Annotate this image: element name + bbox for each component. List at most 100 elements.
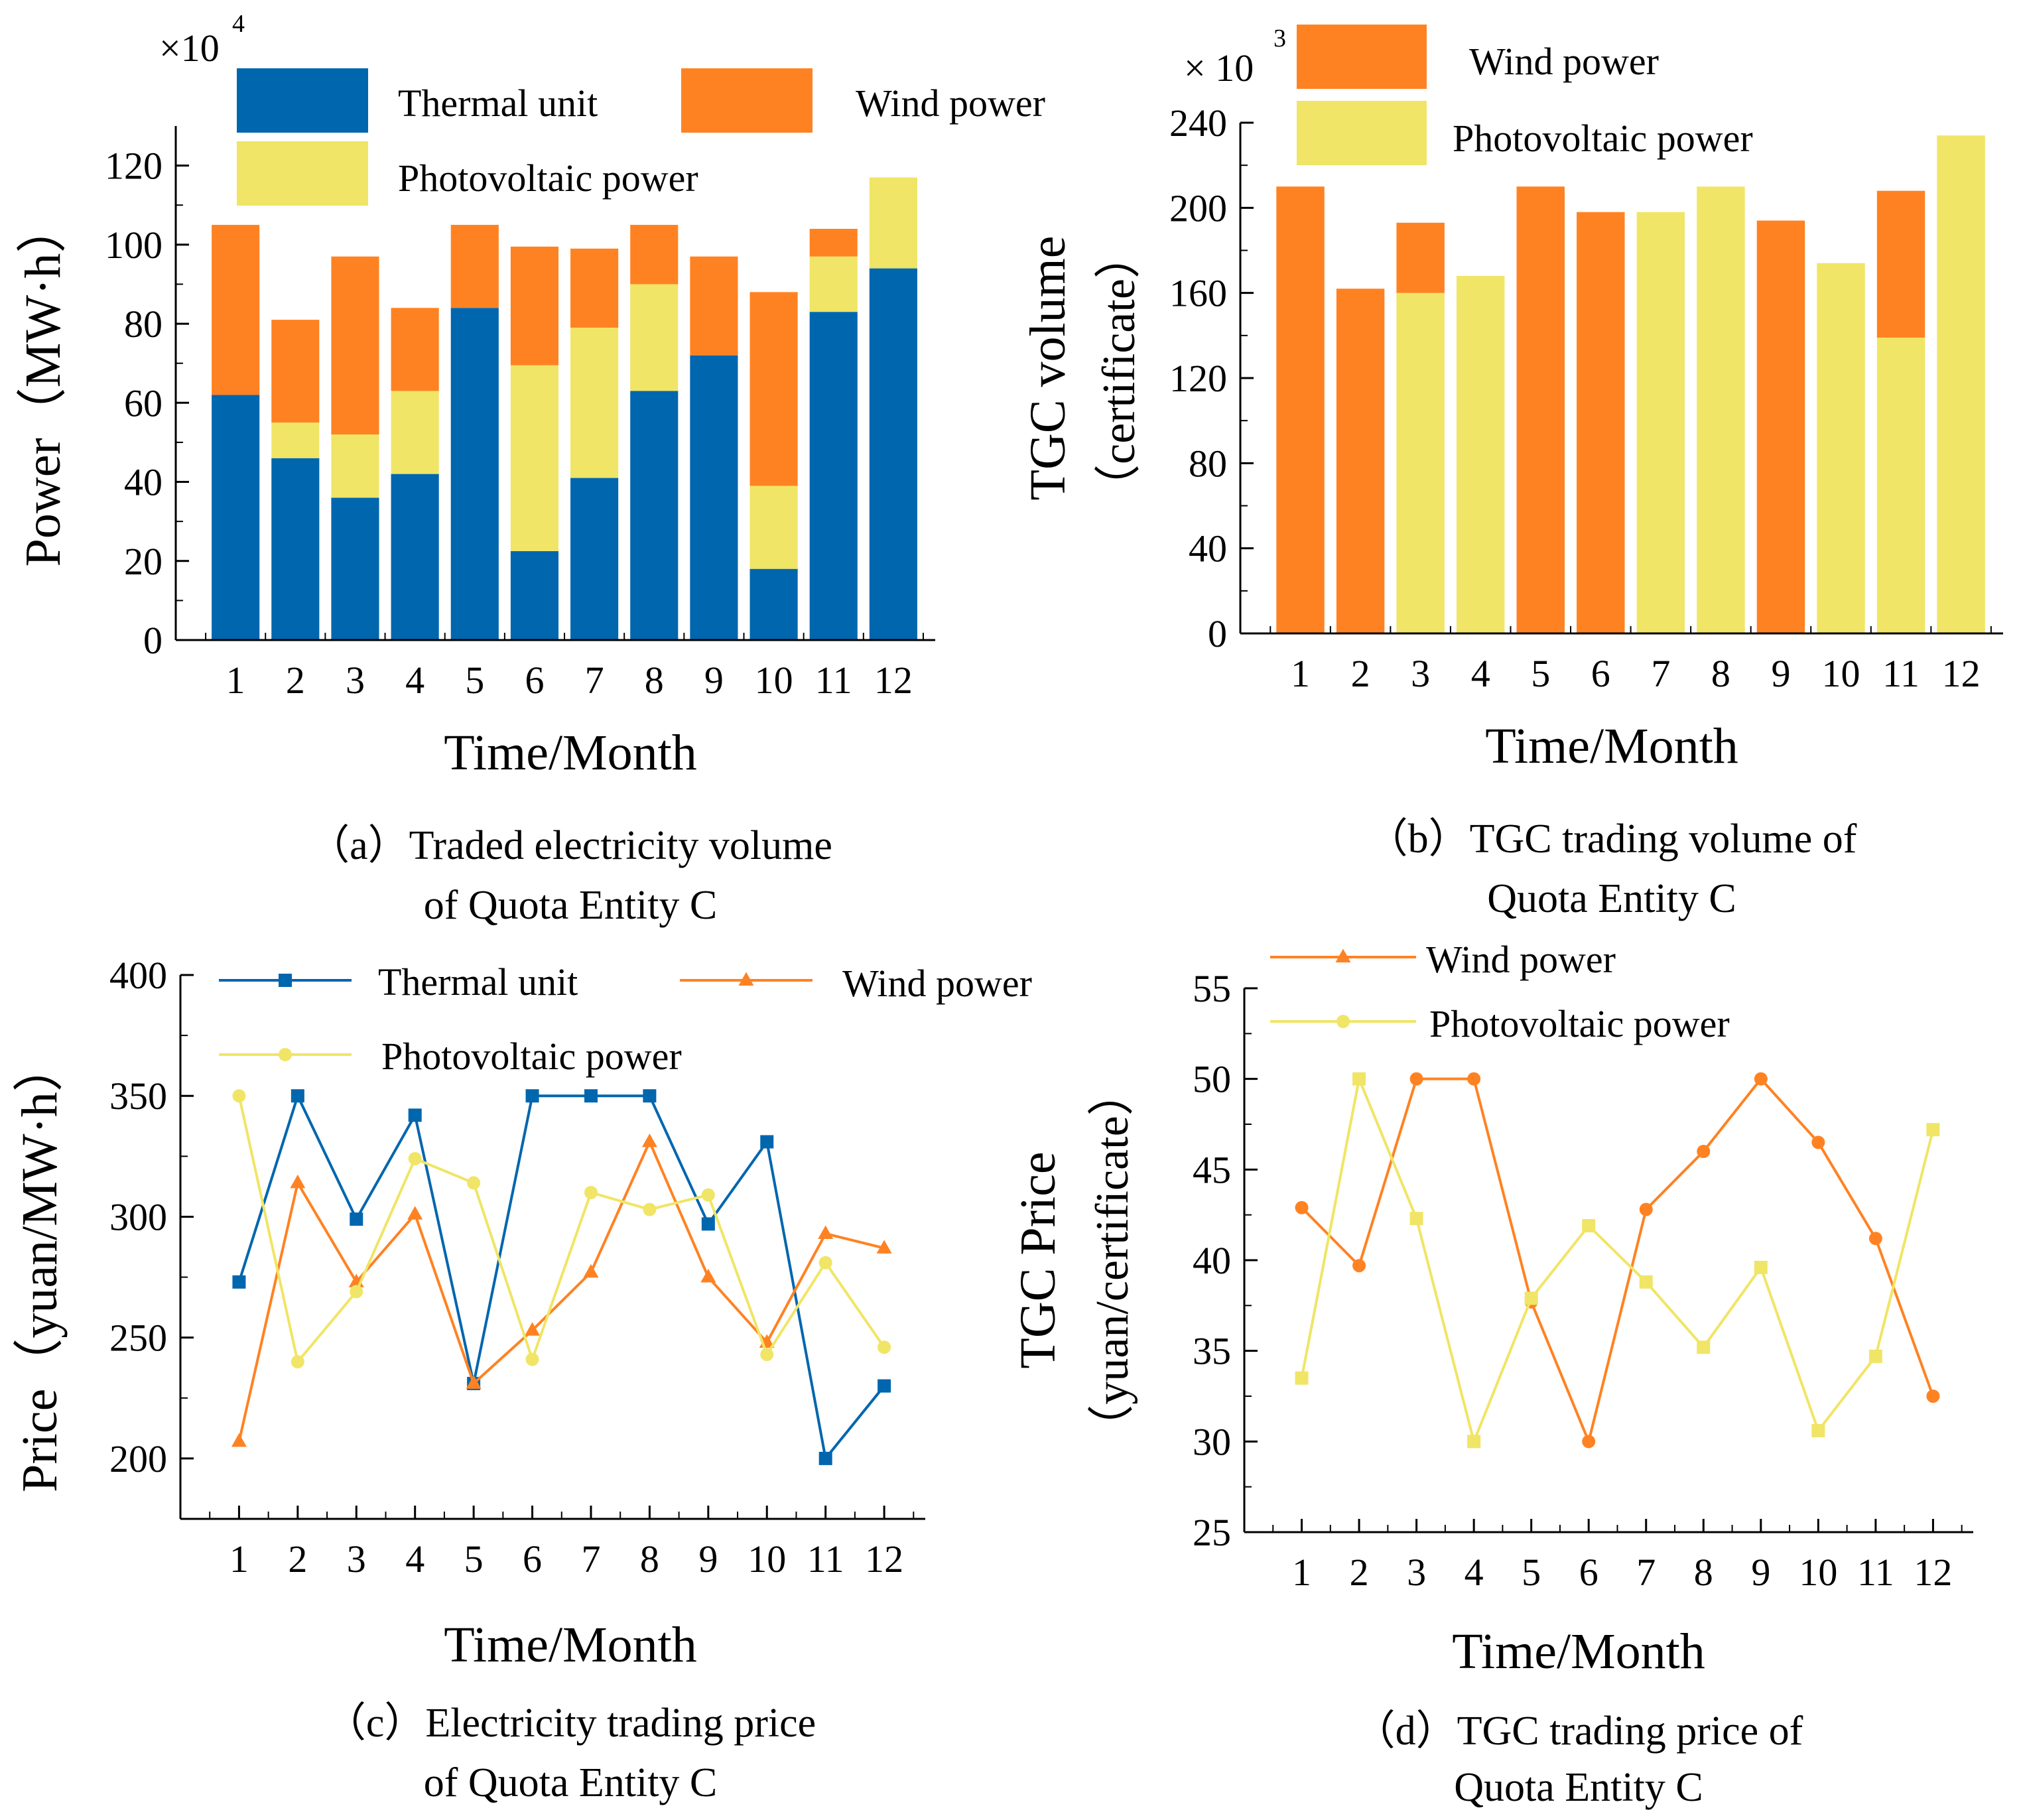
- point-wind-power-m2: [1352, 1259, 1366, 1273]
- caption-line-2: of Quota Entity C: [424, 883, 718, 928]
- legend-swatch: [237, 68, 368, 133]
- bar-photovoltaic-power-m6: [510, 365, 559, 551]
- x-tick-label: 7: [585, 659, 604, 702]
- x-tick-label: 1: [226, 659, 245, 702]
- multiplier-label: ×10: [159, 27, 220, 70]
- x-tick-label: 3: [1407, 1551, 1426, 1594]
- y-tick-label: 35: [1193, 1330, 1231, 1373]
- y-tick-label: 40: [124, 461, 163, 504]
- point-wind-power-m5: [466, 1375, 482, 1389]
- x-tick-label: 9: [698, 1537, 718, 1581]
- legend-label: Wind power: [1426, 938, 1616, 981]
- x-tick-label: 11: [1882, 652, 1920, 695]
- point-thermal-unit-m7: [584, 1089, 598, 1103]
- point-photovoltaic-power-m9: [1754, 1260, 1768, 1274]
- y-axis-title-line-1: TGC Price: [1010, 1151, 1066, 1368]
- point-photovoltaic-power-m8: [643, 1202, 657, 1216]
- multiplier-exponent: 4: [232, 10, 245, 38]
- x-tick-label: 5: [1522, 1551, 1541, 1594]
- bar-photovoltaic-power-m11: [1876, 338, 1925, 633]
- y-tick-label: 30: [1193, 1420, 1231, 1463]
- bar-wind-power-m5: [450, 225, 499, 308]
- point-photovoltaic-power-m10: [1811, 1423, 1825, 1437]
- point-photovoltaic-power-m12: [878, 1340, 891, 1354]
- y-axis-title-line-2: （yuan/certificate）: [1087, 1069, 1138, 1451]
- x-axis-title: Time/Month: [1452, 1624, 1705, 1679]
- x-tick-label: 5: [1531, 652, 1550, 695]
- legend-marker: [1336, 1015, 1350, 1028]
- y-tick-label: 60: [124, 381, 163, 424]
- x-tick-label: 8: [1694, 1551, 1713, 1594]
- y-tick-label: 0: [1208, 612, 1227, 655]
- bar-photovoltaic-power-m2: [271, 422, 320, 458]
- point-thermal-unit-m2: [291, 1089, 304, 1103]
- line-thermal-unit: [237, 1092, 885, 1462]
- x-axis-title: Time/Month: [1485, 718, 1738, 774]
- legend-marker: [279, 1048, 292, 1061]
- x-tick-label: 12: [1942, 652, 1981, 695]
- x-tick-label: 12: [865, 1537, 903, 1581]
- bar-photovoltaic-power-m8: [1697, 186, 1745, 633]
- x-tick-label: 9: [1771, 652, 1790, 695]
- bar-wind-power-m7: [570, 248, 619, 328]
- y-tick-label: 100: [105, 224, 163, 267]
- bar-thermal-unit-m7: [570, 478, 619, 640]
- x-tick-label: 4: [405, 659, 424, 702]
- legend-marker: [279, 974, 292, 987]
- legend-label: Thermal unit: [378, 960, 578, 1004]
- point-photovoltaic-power-m7: [584, 1186, 598, 1199]
- y-tick-label: 55: [1193, 967, 1231, 1010]
- x-tick-label: 6: [525, 659, 544, 702]
- bar-wind-power-m6: [510, 246, 559, 365]
- x-tick-label: 4: [1471, 652, 1490, 695]
- x-tick-label: 5: [465, 659, 484, 702]
- x-tick-label: 9: [1751, 1551, 1770, 1594]
- bar-photovoltaic-power-m11: [809, 256, 858, 312]
- bar-thermal-unit-m5: [450, 308, 499, 640]
- bar-wind-power-m6: [1577, 212, 1625, 633]
- point-wind-power-m8: [641, 1133, 657, 1147]
- y-tick-label: 240: [1169, 101, 1227, 145]
- bar-photovoltaic-power-m3: [331, 434, 379, 498]
- caption-line-2: Quota Entity C: [1454, 1765, 1703, 1810]
- caption-line-1: （c）Electricity trading price: [325, 1701, 816, 1746]
- bar-wind-power-m3: [1396, 222, 1445, 293]
- x-tick-label: 10: [755, 659, 793, 702]
- y-tick-label: 120: [1169, 357, 1227, 400]
- caption-line-1: （d）TGC trading price of: [1354, 1709, 1803, 1754]
- point-photovoltaic-power-m6: [1582, 1219, 1596, 1233]
- point-thermal-unit-m12: [878, 1379, 891, 1393]
- bar-thermal-unit-m3: [331, 497, 379, 640]
- bar-thermal-unit-m11: [809, 312, 858, 640]
- y-tick-label: 0: [143, 619, 163, 662]
- point-photovoltaic-power-m11: [818, 1256, 832, 1269]
- point-photovoltaic-power-m10: [760, 1348, 774, 1362]
- y-axis-title: Price（yuan/MW·h）: [12, 1041, 68, 1492]
- bar-thermal-unit-m6: [510, 551, 559, 640]
- point-thermal-unit-m10: [760, 1135, 774, 1149]
- point-photovoltaic-power-m4: [1467, 1435, 1481, 1449]
- x-tick-label: 7: [1651, 652, 1670, 695]
- point-wind-power-m6: [1582, 1435, 1596, 1449]
- point-wind-power-m9: [1754, 1072, 1768, 1086]
- point-wind-power-m4: [407, 1206, 423, 1220]
- point-wind-power-m7: [583, 1264, 599, 1278]
- line-photovoltaic-power: [237, 1095, 885, 1365]
- point-photovoltaic-power-m7: [1639, 1275, 1653, 1289]
- bar-wind-power-m10: [749, 292, 798, 486]
- x-axis-title: Time/Month: [444, 1617, 697, 1673]
- bar-wind-power-m2: [1336, 289, 1385, 633]
- legend-swatch: [1297, 101, 1427, 165]
- bar-wind-power-m5: [1516, 186, 1565, 633]
- point-thermal-unit-m9: [701, 1217, 715, 1231]
- point-photovoltaic-power-m3: [1409, 1212, 1423, 1226]
- x-tick-label: 7: [1636, 1551, 1656, 1594]
- point-photovoltaic-power-m11: [1868, 1349, 1882, 1363]
- bar-photovoltaic-power-m4: [391, 391, 439, 474]
- bar-thermal-unit-m12: [869, 268, 917, 641]
- x-tick-label: 1: [229, 1537, 249, 1581]
- legend-label: Photovoltaic power: [381, 1035, 682, 1078]
- x-axis-title: Time/Month: [444, 725, 697, 781]
